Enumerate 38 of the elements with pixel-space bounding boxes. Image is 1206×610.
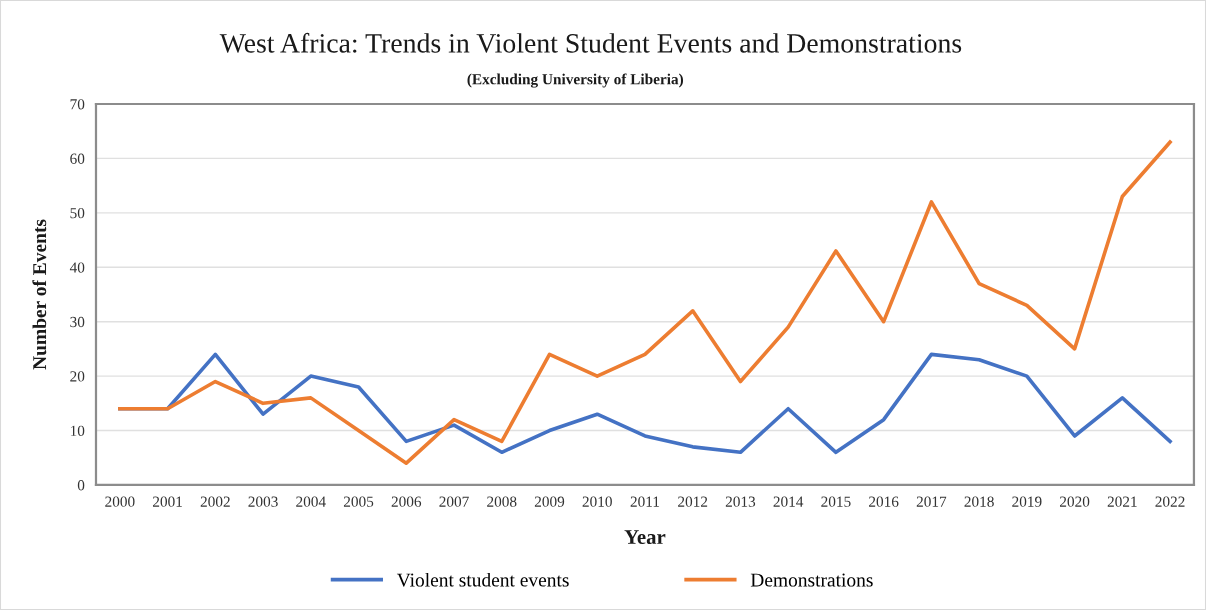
- x-tick-label: 2012: [678, 496, 708, 507]
- x-tick-label: 2002: [200, 496, 230, 507]
- x-tick-label: 2006: [391, 496, 422, 507]
- x-tick-label: 2016: [869, 496, 899, 507]
- x-tick-label: 2007: [439, 496, 469, 507]
- legend-label: Violent student events: [396, 572, 569, 587]
- x-tick-label: 2005: [343, 496, 374, 507]
- y-tick-label: 50: [70, 207, 85, 219]
- y-axis-title: Number of Events: [32, 219, 47, 370]
- x-tick-label: 2017: [916, 496, 947, 507]
- x-tick-label: 2004: [296, 496, 326, 507]
- x-tick-label: 2022: [1155, 496, 1185, 507]
- x-tick-label: 2003: [248, 496, 278, 507]
- y-tick-label: 70: [70, 99, 85, 110]
- x-tick-label: 2020: [1059, 496, 1090, 507]
- y-tick-label: 10: [70, 425, 85, 436]
- y-tick-label: 30: [70, 316, 85, 328]
- legend-label: Demonstrations: [750, 573, 873, 587]
- x-tick-label: 2015: [821, 496, 851, 507]
- y-tick-label: 20: [70, 371, 85, 382]
- x-axis-title: Year: [624, 530, 666, 545]
- line-series: [118, 140, 1172, 465]
- x-tick-label: 2014: [773, 496, 804, 507]
- x-tick-label: 2021: [1107, 496, 1137, 507]
- x-tick-label: 2011: [630, 496, 660, 507]
- x-tick-label: 2018: [964, 496, 994, 507]
- x-tick-label: 2019: [1012, 496, 1042, 507]
- x-tick-label: 2008: [487, 496, 517, 507]
- chart-subtitle: (Excluding University of Liberia): [467, 73, 684, 88]
- x-tick-label: 2013: [725, 496, 756, 507]
- y-tick-label: 0: [77, 480, 85, 491]
- x-tick-label: 2001: [153, 496, 182, 507]
- x-tick-label: 2010: [582, 496, 612, 507]
- chart-title: West Africa: Trends in Violent Student Events and Demonstrations: [219, 32, 962, 53]
- x-tick-label: 2000: [105, 496, 135, 507]
- x-tick-label: 2009: [534, 496, 565, 507]
- y-tick-label: 60: [70, 153, 85, 164]
- y-tick-label: 40: [69, 262, 85, 273]
